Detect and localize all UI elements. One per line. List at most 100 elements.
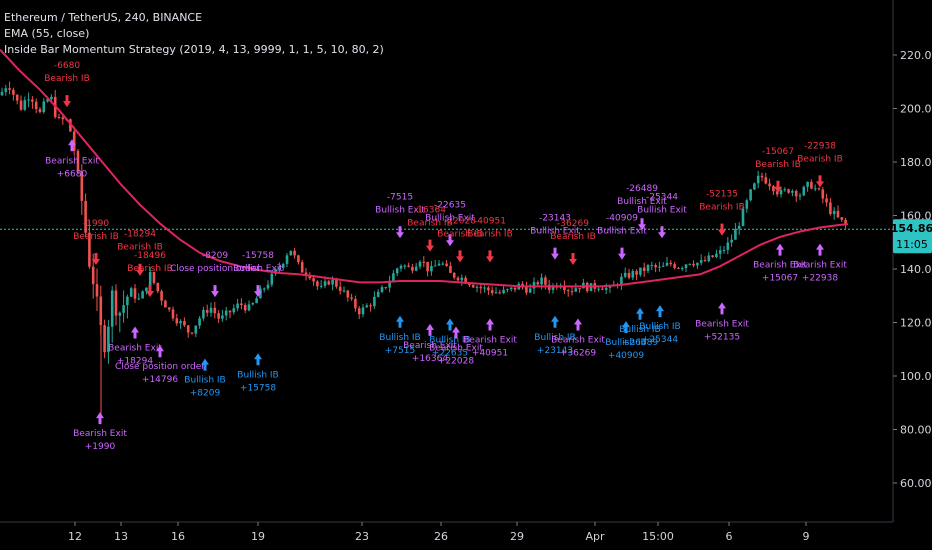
candle-body <box>152 271 156 283</box>
arrow-down-icon <box>486 250 494 263</box>
trade-marker[interactable]: -7515 Bullish Exit <box>375 192 425 239</box>
ema-legend[interactable]: EMA (55, close) <box>4 27 90 40</box>
x-tick-label: 19 <box>251 530 265 543</box>
trade-marker[interactable]: Bullish IB +7515 <box>379 315 421 356</box>
trade-marker[interactable]: -23143 Bullish Exit <box>530 214 580 260</box>
marker-label: +26489 <box>622 338 658 348</box>
trade-marker[interactable]: Bearish Exit +52135 <box>695 302 749 342</box>
trade-marker[interactable]: Bullish IB +40909 <box>605 321 647 361</box>
candle-body <box>551 285 555 290</box>
candle-body <box>133 288 137 299</box>
trade-marker[interactable]: Bullish IB +26489 <box>619 307 661 348</box>
candle-body <box>456 277 460 281</box>
candle-body <box>563 286 566 291</box>
candle-body <box>129 288 133 297</box>
trade-marker[interactable]: -18496 Bearish IB <box>127 251 173 298</box>
trade-marker[interactable]: -18294 Bearish IB <box>117 230 163 276</box>
trade-marker[interactable]: -40909 Bullish Exit <box>597 214 647 260</box>
marker-label: -15067 <box>762 147 794 157</box>
candle-body <box>825 198 828 203</box>
candle-body <box>806 181 809 187</box>
trade-marker[interactable]: -22635 Bullish Exit <box>425 200 475 247</box>
trade-marker[interactable]: Bearish Exit +6680 <box>45 139 99 179</box>
trade-marker[interactable]: -15758 Bullish Exit <box>233 251 283 298</box>
marker-label: Bullish IB <box>237 370 278 380</box>
trade-marker[interactable]: Bearish Exit +1990 <box>73 412 127 452</box>
trade-marker[interactable]: -36269 Bearish IB <box>550 219 596 265</box>
candle-body <box>8 88 11 90</box>
candle-body <box>433 265 437 267</box>
candle-body <box>623 272 627 277</box>
trade-marker[interactable]: Bearish Exit +22938 <box>793 243 847 284</box>
trade-marker[interactable]: Bullish IB +8209 <box>184 358 226 399</box>
arrow-up-icon <box>776 243 784 256</box>
candle-body <box>813 188 817 190</box>
trade-marker[interactable]: -6680 Bearish IB <box>44 61 90 108</box>
trade-marker[interactable]: Bearish Exit +36269 <box>551 318 605 358</box>
marker-label: +7515 <box>385 346 415 356</box>
trade-marker[interactable]: Bullish IB +22635 <box>429 318 471 358</box>
trade-marker[interactable]: Bearish Exit +40951 <box>463 318 517 358</box>
last-price-label: 154.86 <box>891 222 932 235</box>
trade-marker[interactable]: -52135 Bearish IB <box>699 190 745 236</box>
candle-body <box>160 291 163 301</box>
candle-body <box>251 303 255 305</box>
trade-marker[interactable]: Bearish Exit +15067 <box>753 243 807 284</box>
arrow-up-icon <box>574 318 582 331</box>
candle-body <box>696 262 699 266</box>
trade-marker[interactable]: Bearish Exit +18294 <box>108 326 162 367</box>
candle-body <box>418 261 422 267</box>
candle-body <box>627 272 631 278</box>
candle-body <box>19 100 23 110</box>
grid <box>0 0 894 523</box>
candle-body <box>483 287 486 289</box>
x-tick-label: 15:00 <box>642 530 674 543</box>
strategy-legend[interactable]: Inside Bar Momentum Strategy (2019, 4, 1… <box>4 43 384 56</box>
candle-body <box>12 89 15 95</box>
candle-body <box>91 266 95 285</box>
marker-label: Bullish IB <box>605 338 646 348</box>
trade-marker[interactable]: Bearish Exit +16364 <box>403 323 457 364</box>
candle-body <box>4 88 8 92</box>
trade-marker[interactable]: -15067 Bearish IB <box>755 147 801 193</box>
marker-label: Bullish IB <box>379 333 420 343</box>
trade-marker[interactable]: -22938 Bearish IB <box>797 141 843 188</box>
candle-body <box>422 261 426 263</box>
arrow-down-icon <box>426 239 434 252</box>
candle-body <box>798 195 802 197</box>
candle-body <box>756 175 760 184</box>
trade-marker[interactable]: Bearish Exit +22028 <box>429 326 483 367</box>
trade-marker[interactable]: -8209 Close position order <box>170 251 260 298</box>
candle-body <box>810 181 813 189</box>
x-tick-label: 26 <box>434 530 448 543</box>
trade-marker[interactable]: -16364 Bearish IB <box>407 206 453 252</box>
marker-label: -25344 <box>646 192 678 202</box>
candle-body <box>449 265 452 273</box>
trade-marker[interactable]: -26489 Bullish Exit <box>617 184 667 231</box>
trade-marker[interactable]: -25344 Bullish Exit <box>637 192 687 239</box>
trade-marker[interactable]: Bullish IB +15758 <box>237 353 279 393</box>
y-tick-label: 120.00 <box>900 317 932 330</box>
candle-body <box>27 99 30 101</box>
trade-marker[interactable]: -22028 Bearish IB <box>437 216 483 263</box>
candle-body <box>327 281 331 285</box>
marker-label: -40909 <box>606 214 638 224</box>
arrow-down-icon <box>146 285 154 298</box>
candle-body <box>631 271 635 278</box>
candle-body <box>498 292 502 294</box>
marker-label: +22635 <box>432 348 468 358</box>
candle-body <box>707 255 711 261</box>
candle-body <box>137 298 141 300</box>
trade-marker[interactable]: Close position order +14796 <box>115 345 205 385</box>
candle-body <box>293 250 296 256</box>
candle-body <box>635 271 638 275</box>
trade-marker[interactable]: Bullish IB +25344 <box>639 305 681 345</box>
trade-marker[interactable]: -1990 Bearish IB <box>73 219 119 265</box>
candles <box>0 81 847 419</box>
trade-marker[interactable]: -40951 Bearish IB <box>467 216 513 263</box>
symbol-title[interactable]: Ethereum / TetherUS, 240, BINANCE <box>4 11 203 24</box>
candle-body <box>57 117 61 119</box>
trade-marker[interactable]: Bullish IB +23143 <box>534 315 576 356</box>
candle-body <box>194 325 198 334</box>
